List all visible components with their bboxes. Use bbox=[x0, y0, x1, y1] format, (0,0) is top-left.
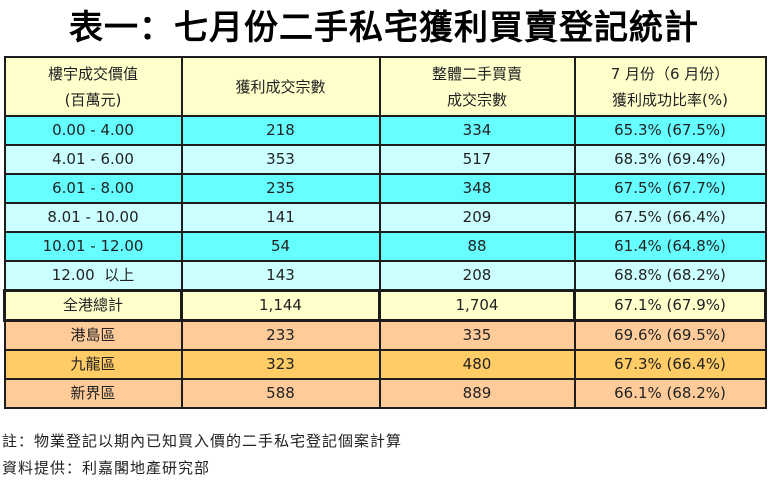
profit-ratio-cell: 69.6% (69.5%) bbox=[573, 319, 767, 351]
total-deals-cell: 480 bbox=[378, 349, 576, 380]
profit-ratio-cell: 61.4% (64.8%) bbox=[573, 231, 767, 262]
header-label: 整體二手買賣 bbox=[431, 64, 522, 83]
header-row: 樓宇成交價值 (百萬元) 獲利成交宗數 整體二手買賣 成交宗數 7 月份（6 月… bbox=[3, 56, 767, 117]
profit-ratio-cell: 67.5% (67.7%) bbox=[573, 173, 767, 204]
price-range-cell: 6.01 - 8.00 bbox=[3, 173, 183, 204]
header-sublabel: (百萬元) bbox=[64, 90, 122, 109]
price-range-cell: 8.01 - 10.00 bbox=[3, 202, 183, 233]
total-deals-cell: 208 bbox=[378, 260, 576, 292]
header-label: 7 月份（6 月份） bbox=[610, 64, 730, 83]
header-price-range: 樓宇成交價值 (百萬元) bbox=[3, 56, 183, 117]
total-row: 全港總計 1,144 1,704 67.1% (67.9%) bbox=[3, 289, 767, 322]
header-profit-ratio: 7 月份（6 月份） 獲利成功比率(%) bbox=[573, 56, 767, 117]
price-range-cell: 12.00 以上 bbox=[3, 260, 183, 292]
profit-deals-cell: 143 bbox=[180, 260, 381, 292]
header-profit-deals: 獲利成交宗數 bbox=[180, 56, 381, 117]
table-row: 10.01 - 12.00 54 88 61.4% (64.8%) bbox=[3, 231, 767, 262]
total-deals-cell: 517 bbox=[378, 144, 576, 175]
header-sublabel: 成交宗數 bbox=[446, 90, 507, 109]
price-range-cell: 0.00 - 4.00 bbox=[3, 115, 183, 146]
table-row: 6.01 - 8.00 235 348 67.5% (67.7%) bbox=[3, 173, 767, 204]
profit-deals-cell: 235 bbox=[180, 173, 381, 204]
total-deals-cell: 889 bbox=[378, 378, 576, 409]
profit-ratio-cell: 67.3% (66.4%) bbox=[573, 349, 767, 380]
profit-deals-cell: 353 bbox=[180, 144, 381, 175]
profit-deals-cell: 233 bbox=[180, 319, 381, 351]
source-credit: 資料提供：利嘉閣地產研究部 bbox=[2, 459, 211, 477]
profit-deals-cell: 588 bbox=[180, 378, 381, 409]
profit-ratio-cell: 68.3% (69.4%) bbox=[573, 144, 767, 175]
profit-deals-cell: 141 bbox=[180, 202, 381, 233]
region-label-cell: 新界區 bbox=[3, 378, 183, 409]
total-deals-cell: 348 bbox=[378, 173, 576, 204]
profit-ratio-cell: 65.3% (67.5%) bbox=[573, 115, 767, 146]
price-range-cell: 4.01 - 6.00 bbox=[3, 144, 183, 175]
price-range-cell: 10.01 - 12.00 bbox=[3, 231, 183, 262]
region-label-cell: 九龍區 bbox=[3, 349, 183, 380]
profit-ratio-cell: 66.1% (68.2%) bbox=[573, 378, 767, 409]
header-label: 獲利成交宗數 bbox=[235, 77, 326, 96]
region-row-hk-island: 港島區 233 335 69.6% (69.5%) bbox=[3, 319, 767, 351]
table-row: 0.00 - 4.00 218 334 65.3% (67.5%) bbox=[3, 115, 767, 146]
region-row-new-territories: 新界區 588 889 66.1% (68.2%) bbox=[3, 378, 767, 409]
region-label-cell: 港島區 bbox=[3, 319, 183, 351]
total-deals-cell: 209 bbox=[378, 202, 576, 233]
total-deals-cell: 335 bbox=[378, 319, 576, 351]
profit-deals-cell: 323 bbox=[180, 349, 381, 380]
registration-stats-table: 樓宇成交價值 (百萬元) 獲利成交宗數 整體二手買賣 成交宗數 7 月份（6 月… bbox=[3, 56, 767, 409]
table-row: 8.01 - 10.00 141 209 67.5% (66.4%) bbox=[3, 202, 767, 233]
table-row: 4.01 - 6.00 353 517 68.3% (69.4%) bbox=[3, 144, 767, 175]
header-sublabel: 獲利成功比率(%) bbox=[612, 90, 728, 109]
footnote: 註：物業登記以期內已知買入價的二手私宅登記個案計算 bbox=[2, 432, 403, 450]
table-row: 12.00 以上 143 208 68.8% (68.2%) bbox=[3, 260, 767, 292]
total-deals-cell: 1,704 bbox=[378, 289, 576, 322]
total-label-cell: 全港總計 bbox=[3, 289, 183, 322]
total-deals-cell: 88 bbox=[378, 231, 576, 262]
header-total-deals: 整體二手買賣 成交宗數 bbox=[378, 56, 576, 117]
header-label: 樓宇成交價值 bbox=[47, 64, 138, 83]
profit-deals-cell: 1,144 bbox=[180, 289, 381, 322]
table-title: 表一：七月份二手私宅獲利買賣登記統計 bbox=[69, 8, 699, 48]
profit-deals-cell: 54 bbox=[180, 231, 381, 262]
region-row-kowloon: 九龍區 323 480 67.3% (66.4%) bbox=[3, 349, 767, 380]
profit-ratio-cell: 68.8% (68.2%) bbox=[573, 260, 767, 292]
total-deals-cell: 334 bbox=[378, 115, 576, 146]
profit-ratio-cell: 67.5% (66.4%) bbox=[573, 202, 767, 233]
profit-deals-cell: 218 bbox=[180, 115, 381, 146]
profit-ratio-cell: 67.1% (67.9%) bbox=[573, 289, 767, 322]
